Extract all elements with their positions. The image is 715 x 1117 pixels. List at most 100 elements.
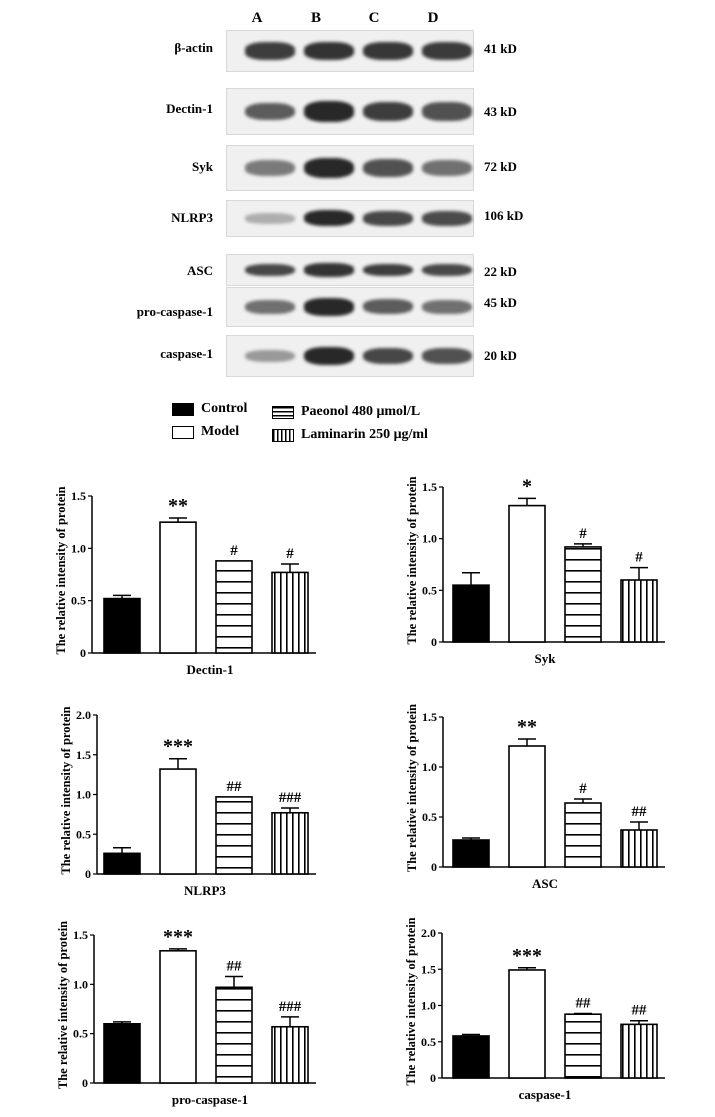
significance-label: **: [517, 716, 537, 738]
y-axis-label: The relative intensity of protein: [56, 921, 70, 1089]
legend-label-control: Control: [201, 401, 248, 416]
size-label-asc: 22 kD: [484, 264, 517, 279]
x-axis-label: caspase-1: [519, 1087, 572, 1102]
bar: [508, 504, 546, 643]
legend-item-laminarin: Laminarin 250 μg/ml: [272, 427, 428, 443]
y-tick-label: 1.5: [76, 748, 91, 762]
blot-band: [245, 263, 295, 277]
significance-label: ##: [632, 1003, 648, 1019]
significance-label: ***: [163, 926, 193, 948]
blot-band: [304, 346, 354, 366]
blot-band: [304, 101, 354, 122]
significance-label: **: [168, 495, 188, 517]
y-axis-label: The relative intensity of protein: [405, 476, 419, 644]
legend-swatch-vlines: [272, 428, 294, 442]
x-axis-label: ASC: [532, 876, 558, 891]
blot-band: [422, 263, 472, 277]
protein-label-beta-actin: β-actin: [174, 40, 213, 55]
significance-label: ***: [163, 736, 193, 758]
y-tick-label: 0: [430, 1071, 436, 1085]
blot-band: [245, 102, 295, 121]
y-tick-label: 1.0: [76, 788, 91, 802]
chart-syk: 0 0.5 1.0 1.5 * # # Syk The relative intensity o…: [405, 475, 665, 666]
bar: [564, 546, 602, 643]
y-tick-label: 0.5: [71, 594, 86, 608]
blot-band: [422, 347, 472, 365]
blot-band: [304, 263, 354, 277]
bar: [452, 1035, 490, 1079]
blot-band: [363, 263, 413, 277]
protein-label-pro-caspase-1: pro-caspase-1: [136, 304, 213, 319]
x-axis-label: NLRP3: [184, 883, 226, 898]
y-tick-label: 0: [80, 646, 86, 660]
blot-band: [245, 160, 295, 176]
x-axis-label: Syk: [535, 651, 557, 666]
size-label-caspase-1: 20 kD: [484, 348, 517, 363]
bar: [620, 829, 658, 868]
y-tick-label: 2.0: [421, 926, 436, 940]
legend-swatch-hlines: [272, 405, 294, 419]
blot-strip-dectin-1: [226, 88, 474, 135]
legend-label-laminarin: Laminarin 250 μg/ml: [301, 427, 428, 442]
chart-dectin-1: 0 0.5 1.0 1.5 ** # # Dectin-1 The relative inten…: [54, 486, 316, 677]
y-tick-label: 1.5: [422, 480, 437, 494]
bar: [620, 579, 658, 643]
bar: [564, 802, 602, 868]
legend-label-model: Model: [201, 424, 240, 439]
bar: [508, 969, 546, 1079]
y-tick-label: 0.5: [73, 1027, 88, 1041]
size-label-pro-caspase-1: 45 kD: [484, 295, 517, 310]
legend-item-control: Control: [172, 401, 247, 417]
protein-label-syk: Syk: [192, 159, 213, 174]
significance-label: #: [635, 550, 643, 566]
y-tick-label: 1.5: [73, 928, 88, 942]
y-tick-label: 1.5: [71, 489, 86, 503]
protein-label-asc: ASC: [186, 263, 213, 278]
bar: [159, 521, 197, 654]
blot-strip-syk: [226, 145, 474, 191]
blot-strip-pro-caspase-1: [226, 287, 474, 327]
y-tick-label: 0: [85, 867, 91, 881]
blot-band: [422, 211, 472, 226]
blot-strip-nlrp3: [226, 200, 474, 237]
significance-label: ***: [512, 945, 542, 967]
lane-label-c: C: [368, 10, 380, 26]
significance-label: ###: [279, 790, 302, 806]
y-axis-label: The relative intensity of protein: [405, 704, 419, 872]
y-axis-label: The relative intensity of protein: [404, 917, 418, 1085]
y-tick-label: 1.0: [422, 760, 437, 774]
y-tick-label: 0.5: [76, 827, 91, 841]
blot-strip-beta-actin: [226, 30, 474, 72]
protein-label-dectin-1: Dectin-1: [166, 101, 213, 116]
legend-item-model: Model: [172, 424, 239, 440]
bar: [215, 986, 253, 1084]
y-tick-label: 1.0: [73, 977, 88, 991]
blot-band: [304, 157, 354, 179]
blot-band: [245, 213, 295, 224]
blot-band: [363, 42, 413, 60]
blot-band: [363, 159, 413, 177]
legend-swatch-solid: [172, 402, 194, 416]
bar: [271, 1025, 309, 1084]
blot-band: [304, 42, 354, 60]
bar: [103, 597, 141, 654]
x-axis-label: Dectin-1: [187, 662, 234, 677]
y-tick-label: 1.0: [422, 532, 437, 546]
significance-label: ###: [279, 999, 302, 1015]
x-axis-label: pro-caspase-1: [172, 1092, 248, 1107]
blot-band: [245, 299, 295, 315]
blot-band: [363, 299, 413, 315]
y-tick-label: 1.0: [71, 541, 86, 555]
legend-item-paeonol: Paeonol 480 μmol/L: [272, 404, 420, 420]
bar: [103, 852, 141, 875]
blot-band: [422, 42, 472, 60]
y-tick-label: 0.5: [421, 1035, 436, 1049]
lane-label-b: B: [310, 10, 321, 26]
size-label-syk: 72 kD: [484, 159, 517, 174]
bar: [452, 839, 490, 868]
blot-band: [363, 347, 413, 365]
protein-label-caspase-1: caspase-1: [160, 346, 213, 361]
y-tick-label: 1.5: [422, 710, 437, 724]
